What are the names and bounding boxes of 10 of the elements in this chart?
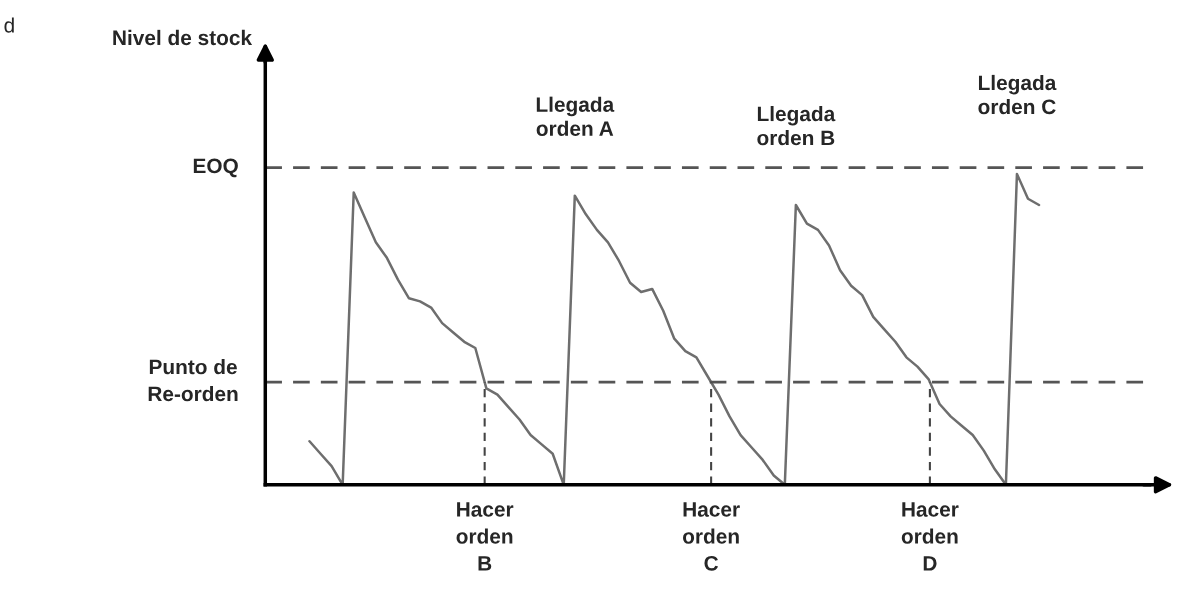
annotation: Llegada orden B xyxy=(757,105,836,146)
annotation: Hacer orden C xyxy=(683,502,740,571)
annotation: Llegada orden C xyxy=(978,74,1057,115)
annotation: Hacer orden B xyxy=(456,502,514,571)
annotation: Hacer orden D xyxy=(901,502,959,571)
text: d xyxy=(4,17,14,33)
annotation: Llegada orden A xyxy=(536,96,615,136)
ref-line-label: Punto de Re-orden xyxy=(148,359,238,402)
text: Nivel de stock xyxy=(113,29,253,46)
ref-line-label: EOQ xyxy=(193,158,238,178)
